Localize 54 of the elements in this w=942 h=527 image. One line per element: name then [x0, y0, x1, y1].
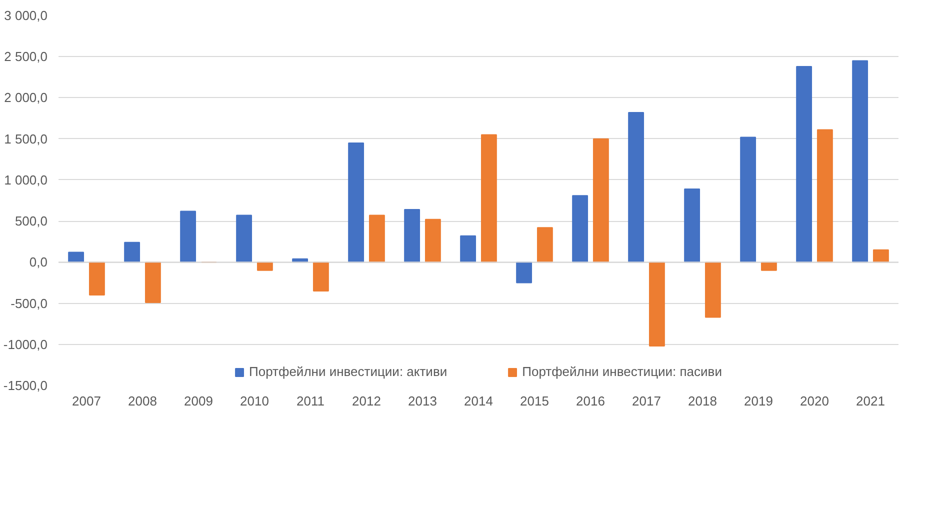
y-tick-label: -1500,0	[3, 378, 48, 393]
y-tick-label: 2 000,0	[4, 90, 48, 106]
bar	[460, 235, 476, 263]
legend-label: Портфейлни инвестиции: активи	[249, 364, 448, 379]
y-tick-label: 1 500,0	[4, 131, 48, 146]
bar	[236, 214, 252, 263]
x-tick-label: 2010	[240, 394, 269, 408]
x-tick-label: 2012	[352, 394, 381, 408]
bar	[592, 138, 609, 263]
y-tick-label: -1000,0	[3, 336, 48, 352]
x-tick-label: 2008	[128, 394, 157, 408]
y-tick-label: 0,0	[29, 254, 48, 270]
x-tick-label: 2020	[800, 394, 829, 408]
bar	[536, 227, 553, 263]
bar	[816, 129, 833, 263]
bar	[684, 188, 700, 263]
x-tick-label: 2021	[856, 394, 885, 408]
bar	[144, 262, 161, 303]
y-tick-label: 1 000,0	[4, 172, 48, 188]
x-tick-label: 2016	[576, 394, 605, 408]
bar	[312, 262, 329, 292]
bar	[852, 60, 868, 263]
bar	[256, 262, 273, 271]
bar	[628, 112, 644, 263]
bar	[740, 136, 756, 263]
bar	[872, 249, 889, 263]
y-tick-label: 2 500,0	[4, 49, 48, 64]
bar	[572, 195, 588, 263]
y-tick-label: 3 000,0	[4, 8, 48, 23]
bar	[704, 262, 721, 318]
bar	[348, 142, 364, 263]
x-tick-label: 2019	[744, 394, 773, 408]
x-tick-label: 2007	[72, 394, 101, 408]
x-tick-label: 2015	[520, 394, 549, 408]
bar	[124, 242, 140, 263]
y-tick-label: 500,0	[14, 214, 48, 229]
bar	[180, 210, 196, 263]
x-tick-label: 2014	[464, 394, 493, 408]
x-tick-label: 2013	[408, 394, 437, 408]
bar	[88, 262, 105, 296]
x-tick-label: 2011	[296, 394, 324, 408]
bar	[404, 209, 420, 263]
bar	[648, 262, 665, 347]
bar	[760, 262, 777, 271]
bar	[796, 66, 812, 263]
bar	[516, 262, 532, 284]
bar	[480, 134, 497, 263]
x-tick-label: 2009	[184, 394, 213, 408]
bar	[368, 214, 385, 263]
legend-label: Портфейлни инвестиции: пасиви	[522, 364, 722, 379]
x-tick-label: 2018	[688, 394, 717, 408]
y-tick-label: -500,0	[10, 296, 48, 311]
bar	[424, 218, 441, 263]
x-tick-label: 2017	[632, 394, 661, 408]
